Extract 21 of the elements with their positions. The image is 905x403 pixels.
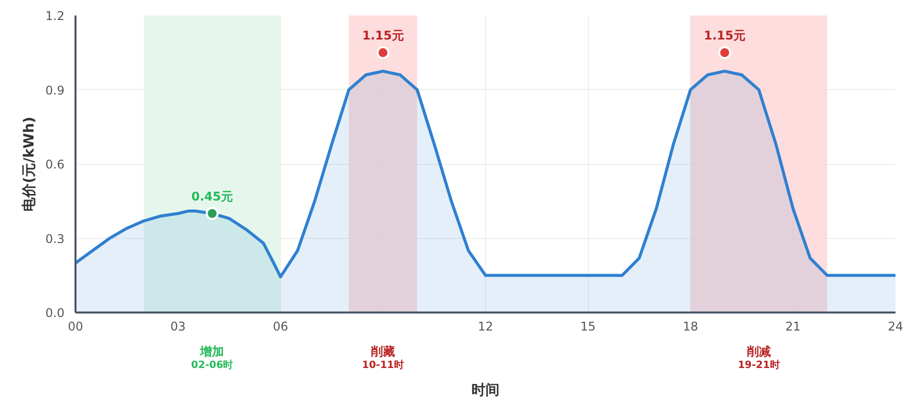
x-tick-label: 24	[888, 320, 904, 334]
y-tick-label: 0.3	[45, 232, 65, 246]
y-tick-label: 0.0	[45, 306, 65, 320]
annotation: 1.15元	[704, 28, 746, 43]
x-tick-label: 00	[68, 320, 84, 334]
band-label: 削减 19-21时	[738, 344, 780, 372]
band-label: 削藏 10-11时	[362, 344, 404, 372]
annotation: 1.15元	[362, 28, 404, 43]
y-tick-label: 0.6	[45, 158, 65, 172]
x-tick-label: 03	[170, 320, 186, 334]
x-tick-label: 18	[682, 320, 698, 334]
x-tick-label: 12	[478, 320, 494, 334]
y-axis-title: 电价(元/kWh)	[21, 116, 38, 212]
band-label: 增加 02-06时	[191, 344, 234, 372]
x-tick-label: 15	[580, 320, 596, 334]
y-tick-label: 1.2	[45, 9, 65, 23]
annotation: 0.45元	[191, 190, 233, 204]
x-tick-label: 21	[785, 320, 801, 334]
x-axis-title: 时间	[472, 382, 500, 398]
y-tick-label: 0.9	[45, 83, 65, 98]
x-tick-label: 06	[272, 320, 288, 334]
